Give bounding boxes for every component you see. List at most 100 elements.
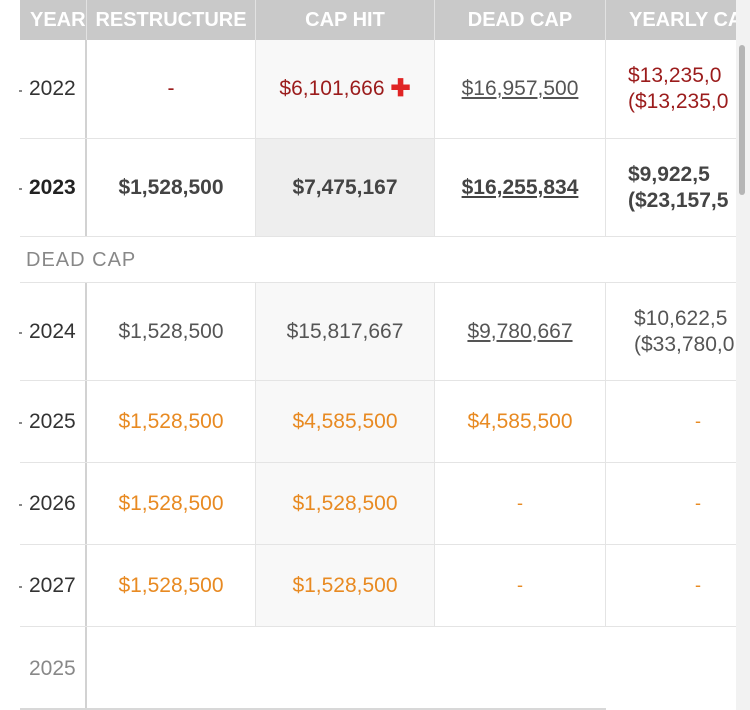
dead-cap-link[interactable]: $16,255,834	[461, 175, 579, 199]
table-row: 2027 $1,528,500 $1,528,500 - -	[20, 545, 736, 626]
yearly-cap-value: $9,922,5	[628, 162, 710, 186]
column-divider	[255, 545, 256, 626]
header-cap-hit[interactable]: CAP HIT	[256, 0, 434, 40]
cap-hit-cell: $4,585,500	[256, 381, 434, 462]
year-cell: 2023	[29, 175, 76, 199]
yearly-cap-cell: $13,235,0 ($13,235,0	[606, 40, 736, 138]
column-divider	[434, 381, 435, 462]
column-divider	[85, 139, 87, 236]
column-divider	[85, 381, 87, 462]
column-divider	[605, 283, 606, 380]
dead-cap-cell: $4,585,500	[467, 409, 573, 433]
dead-cap-cell: $16,255,834	[435, 139, 605, 236]
header-dead-cap[interactable]: DEAD CAP	[435, 0, 605, 40]
row-divider	[20, 380, 736, 381]
plus-icon[interactable]: ✚	[390, 75, 411, 102]
table-row-current: 2023 $1,528,500 $7,475,167 $16,255,834 $…	[20, 139, 736, 236]
cap-hit-cell: $7,475,167	[256, 139, 434, 236]
column-divider	[255, 283, 256, 380]
table-row: 2024 $1,528,500 $15,817,667 $9,780,667 $…	[20, 283, 736, 380]
yearly-cap-cell: -	[695, 411, 701, 431]
year-cell: 2024	[29, 319, 76, 343]
edge-mark	[19, 504, 22, 506]
column-divider	[255, 381, 256, 462]
yearly-cap-value: $13,235,0	[628, 64, 722, 87]
column-divider	[85, 627, 87, 710]
column-divider	[605, 381, 606, 462]
edge-mark	[19, 90, 22, 92]
row-divider	[20, 544, 736, 545]
scrollbar-thumb[interactable]	[739, 45, 745, 195]
edge-mark	[19, 422, 22, 424]
table-row-footer: 2025	[20, 627, 736, 710]
restructure-cell: $1,528,500	[118, 573, 224, 597]
column-divider	[434, 463, 435, 544]
year-cell: 2026	[29, 491, 76, 515]
cap-hit-cell: $1,528,500	[256, 463, 434, 544]
header-divider	[434, 0, 435, 40]
year-cell: 2027	[29, 573, 76, 597]
table-bottom-border	[20, 708, 606, 710]
header-divider	[605, 0, 606, 40]
row-divider	[20, 462, 736, 463]
dead-cap-cell: -	[517, 493, 523, 513]
yearly-cap-cell: $9,922,5 ($23,157,5	[606, 139, 736, 236]
header-divider	[255, 0, 256, 40]
dead-cap-cell: $16,957,500	[435, 40, 605, 138]
restructure-cell: $1,528,500	[118, 491, 224, 515]
yearly-cap-cell: $10,622,5 ($33,780,0	[606, 283, 736, 380]
column-divider	[85, 545, 87, 626]
cap-hit-cell: $1,528,500	[256, 545, 434, 626]
section-label-dead-cap: DEAD CAP	[26, 248, 137, 271]
dead-cap-cell: -	[517, 575, 523, 595]
row-divider	[20, 236, 736, 237]
row-divider	[20, 138, 736, 139]
header-divider	[86, 0, 87, 40]
column-divider	[605, 40, 606, 138]
row-divider	[20, 282, 736, 283]
yearly-cap-cumulative: ($33,780,0	[634, 332, 735, 356]
dead-cap-cell: $9,780,667	[435, 283, 605, 380]
column-divider	[434, 139, 435, 236]
column-divider	[255, 463, 256, 544]
column-divider	[85, 40, 87, 138]
header-yearly-cap[interactable]: YEARLY CA	[606, 0, 736, 40]
header-year[interactable]: YEAR	[20, 0, 86, 40]
table-row: 2022 - $6,101,666 ✚ $16,957,500 $13,235,…	[20, 40, 736, 138]
header-restructure[interactable]: RESTRUCTURE	[87, 0, 255, 40]
dead-cap-link[interactable]: $9,780,667	[467, 319, 573, 343]
column-divider	[434, 545, 435, 626]
column-divider	[605, 463, 606, 544]
contract-table: YEAR RESTRUCTURE CAP HIT DEAD CAP YEARLY…	[20, 0, 736, 710]
yearly-cap-cumulative: ($23,157,5	[628, 188, 729, 212]
table-row: 2025 $1,528,500 $4,585,500 $4,585,500 -	[20, 381, 736, 462]
year-cell: 2025	[29, 409, 76, 433]
edge-mark	[19, 586, 22, 588]
restructure-cell: $1,528,500	[118, 319, 224, 343]
dead-cap-link[interactable]: $16,957,500	[461, 77, 579, 100]
yearly-cap-cell: -	[695, 493, 701, 513]
year-cell: 2022	[29, 77, 76, 100]
column-divider	[85, 463, 87, 544]
column-divider	[255, 139, 256, 236]
yearly-cap-cumulative: ($13,235,0	[628, 90, 729, 113]
year-cell: 2025	[29, 656, 76, 680]
edge-mark	[19, 332, 22, 334]
column-divider	[434, 40, 435, 138]
table-row: 2026 $1,528,500 $1,528,500 - -	[20, 463, 736, 544]
cap-hit-value: $6,101,666	[279, 77, 385, 100]
yearly-cap-cell: -	[695, 575, 701, 595]
cap-hit-cell: $15,817,667	[256, 283, 434, 380]
column-divider	[255, 40, 256, 138]
row-divider	[20, 626, 736, 627]
yearly-cap-value: $10,622,5	[634, 306, 728, 330]
restructure-cell: -	[167, 77, 175, 100]
column-divider	[434, 283, 435, 380]
edge-mark	[19, 188, 22, 190]
column-divider	[605, 545, 606, 626]
cap-hit-cell: $6,101,666 ✚	[256, 40, 434, 138]
column-divider	[605, 139, 606, 236]
column-divider	[85, 283, 87, 380]
restructure-cell: $1,528,500	[118, 409, 224, 433]
restructure-cell: $1,528,500	[118, 175, 224, 199]
